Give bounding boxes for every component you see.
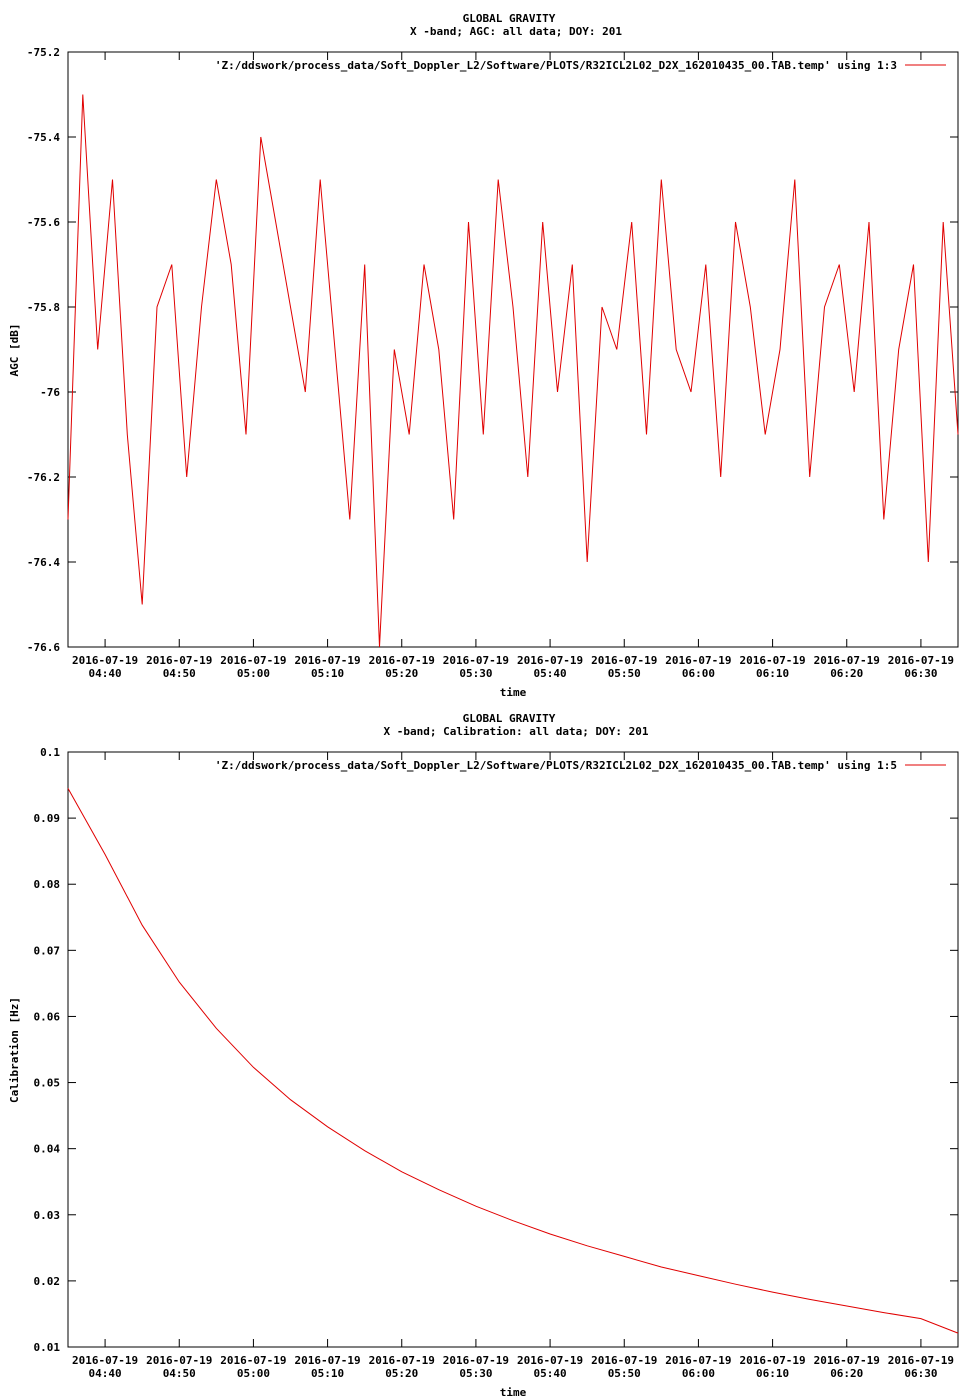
calibration-x-tick-date: 2016-07-19 [814,1354,880,1367]
calibration-x-axis: 2016-07-1904:402016-07-1904:502016-07-19… [72,752,954,1380]
agc-x-tick-date: 2016-07-19 [369,654,435,667]
calibration-chart-subtitle: X -band; Calibration: all data; DOY: 201 [384,725,649,738]
agc-y-tick-label: -76.2 [27,471,60,484]
agc-x-tick-date: 2016-07-19 [665,654,731,667]
calibration-x-tick-date: 2016-07-19 [739,1354,805,1367]
agc-y-tick-label: -75.4 [27,131,60,144]
calibration-x-tick-date: 2016-07-19 [220,1354,286,1367]
agc-y-tick-label: -76 [40,386,60,399]
agc-x-tick-date: 2016-07-19 [443,654,509,667]
calibration-plot-frame [67,751,959,1348]
calibration-x-tick-date: 2016-07-19 [72,1354,138,1367]
calibration-x-tick-time: 04:40 [89,1367,122,1380]
calibration-y-tick-label: 0.03 [34,1209,61,1222]
calibration-x-tick-time: 06:30 [904,1367,937,1380]
agc-y-tick-label: -76.6 [27,641,60,654]
agc-x-tick-date: 2016-07-19 [72,654,138,667]
agc-x-tick-time: 04:50 [163,667,196,680]
agc-x-tick-time: 06:20 [830,667,863,680]
agc-x-tick-time: 05:00 [237,667,270,680]
agc-plot-frame [67,51,959,648]
calibration-x-tick-time: 05:10 [311,1367,344,1380]
calibration-x-tick-date: 2016-07-19 [294,1354,360,1367]
calibration-x-tick-time: 05:00 [237,1367,270,1380]
calibration-chart: GLOBAL GRAVITY X -band; Calibration: all… [8,712,959,1399]
calibration-legend: 'Z:/ddswork/process_data/Soft_Doppler_L2… [215,759,946,772]
agc-chart: GLOBAL GRAVITY X -band; AGC: all data; D… [8,12,959,699]
calibration-x-tick-date: 2016-07-19 [443,1354,509,1367]
agc-x-tick-date: 2016-07-19 [220,654,286,667]
agc-x-axis-label: time [500,686,527,699]
agc-y-tick-label: -76.4 [27,556,60,569]
calibration-x-tick-time: 05:40 [534,1367,567,1380]
calibration-x-tick-time: 06:20 [830,1367,863,1380]
agc-x-tick-time: 06:30 [904,667,937,680]
agc-x-axis: 2016-07-1904:402016-07-1904:502016-07-19… [72,52,954,680]
calibration-x-tick-date: 2016-07-19 [888,1354,954,1367]
agc-series-line [67,94,959,648]
calibration-x-tick-time: 05:50 [608,1367,641,1380]
calibration-x-tick-date: 2016-07-19 [665,1354,731,1367]
calibration-x-tick-time: 05:30 [459,1367,492,1380]
agc-x-tick-time: 05:50 [608,667,641,680]
calibration-x-tick-date: 2016-07-19 [369,1354,435,1367]
agc-x-tick-date: 2016-07-19 [146,654,212,667]
calibration-y-tick-label: 0.08 [34,878,61,891]
calibration-x-tick-time: 04:50 [163,1367,196,1380]
agc-x-tick-date: 2016-07-19 [888,654,954,667]
agc-x-tick-time: 06:10 [756,667,789,680]
calibration-y-axis: 0.1 0.09 0.08 0.07 0.06 0.05 0.04 0.03 0.02 0.01 [34,746,958,1354]
agc-x-tick-time: 05:10 [311,667,344,680]
calibration-x-tick-date: 2016-07-19 [517,1354,583,1367]
calibration-y-axis-label: Calibration [Hz] [8,997,21,1103]
agc-x-tick-time: 06:00 [682,667,715,680]
calibration-legend-label: 'Z:/ddswork/process_data/Soft_Doppler_L2… [215,759,897,772]
agc-x-tick-time: 05:40 [534,667,567,680]
agc-y-tick-label: -75.8 [27,301,60,314]
calibration-y-tick-label: 0.1 [40,746,60,759]
agc-x-tick-date: 2016-07-19 [517,654,583,667]
agc-y-tick-label: -75.6 [27,216,60,229]
calibration-y-tick-label: 0.02 [34,1275,61,1288]
agc-x-tick-date: 2016-07-19 [294,654,360,667]
calibration-y-tick-label: 0.06 [34,1010,61,1023]
calibration-x-tick-date: 2016-07-19 [591,1354,657,1367]
agc-x-tick-date: 2016-07-19 [591,654,657,667]
agc-chart-title: GLOBAL GRAVITY [463,12,556,25]
calibration-series-line [67,788,959,1334]
agc-y-tick-label: -75.2 [27,46,60,59]
agc-y-axis: -75.2 -75.4 -75.6 -75.8 -76 -76.2 -76.4 -76.6 [27,46,958,654]
calibration-chart-title: GLOBAL GRAVITY [463,712,556,725]
calibration-y-tick-label: 0.04 [34,1143,61,1156]
agc-x-tick-date: 2016-07-19 [739,654,805,667]
calibration-x-tick-time: 05:20 [385,1367,418,1380]
calibration-y-tick-label: 0.01 [34,1341,61,1354]
agc-y-axis-label: AGC [dB] [8,324,21,377]
calibration-y-tick-label: 0.07 [34,944,61,957]
calibration-x-tick-time: 06:10 [756,1367,789,1380]
calibration-y-tick-label: 0.09 [34,812,61,825]
agc-x-tick-date: 2016-07-19 [814,654,880,667]
agc-x-tick-time: 05:20 [385,667,418,680]
agc-x-tick-time: 04:40 [89,667,122,680]
agc-chart-subtitle: X -band; AGC: all data; DOY: 201 [410,25,622,38]
calibration-x-axis-label: time [500,1386,527,1399]
agc-x-tick-time: 05:30 [459,667,492,680]
calibration-x-tick-time: 06:00 [682,1367,715,1380]
calibration-x-tick-date: 2016-07-19 [146,1354,212,1367]
calibration-y-tick-label: 0.05 [34,1077,61,1090]
agc-legend-label: 'Z:/ddswork/process_data/Soft_Doppler_L2… [215,59,897,72]
agc-legend: 'Z:/ddswork/process_data/Soft_Doppler_L2… [215,59,946,72]
